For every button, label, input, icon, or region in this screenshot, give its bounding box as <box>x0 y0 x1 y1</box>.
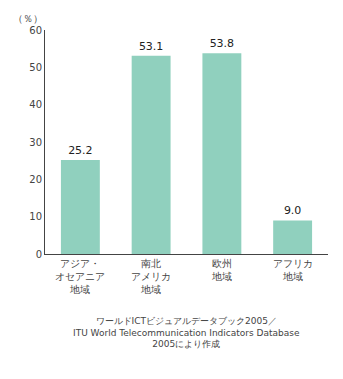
svg-text:欧州地域: 欧州地域 <box>211 258 232 282</box>
svg-text:（％）: （％） <box>13 13 43 24</box>
svg-text:40: 40 <box>29 99 42 110</box>
svg-text:53.8: 53.8 <box>210 37 235 50</box>
svg-text:0: 0 <box>36 249 42 260</box>
svg-text:10: 10 <box>29 211 42 222</box>
svg-text:ワールドICTビジュアルデータブック2005／ITU Wor: ワールドICTビジュアルデータブック2005／ITU World Telecom… <box>73 316 300 349</box>
svg-text:アフリカ地域: アフリカ地域 <box>273 258 313 282</box>
svg-text:25.2: 25.2 <box>68 144 93 157</box>
svg-text:20: 20 <box>29 174 42 185</box>
svg-text:53.1: 53.1 <box>139 40 164 53</box>
svg-text:30: 30 <box>29 137 42 148</box>
svg-text:50: 50 <box>29 62 42 73</box>
svg-text:南北アメリカ地域: 南北アメリカ地域 <box>131 258 171 295</box>
svg-text:60: 60 <box>29 25 42 36</box>
svg-text:アジア・オセアニア地域: アジア・オセアニア地域 <box>55 258 105 295</box>
svg-text:9.0: 9.0 <box>284 204 302 217</box>
